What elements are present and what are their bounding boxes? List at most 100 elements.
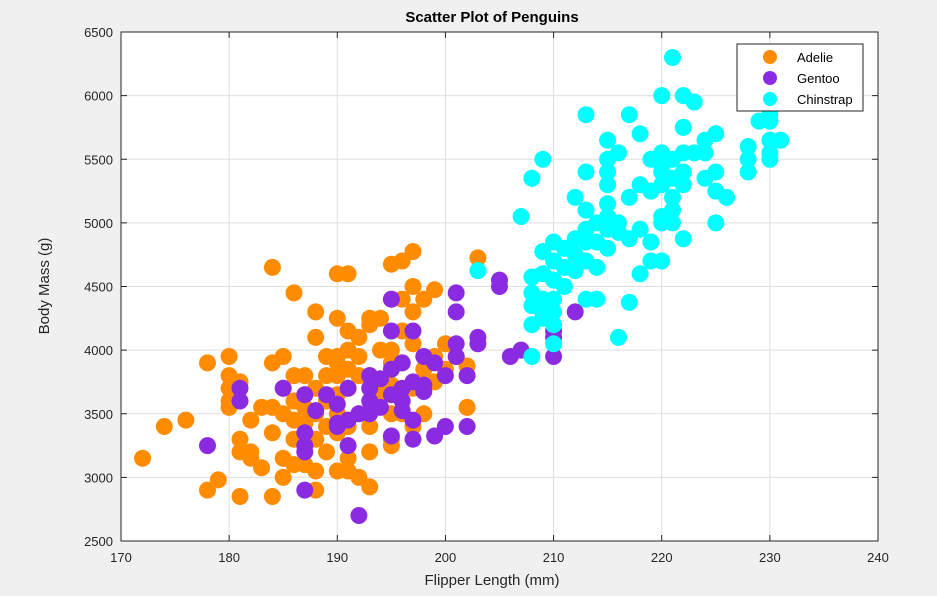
data-point-chinstrap <box>653 87 671 105</box>
legend-marker-chinstrap <box>763 92 777 106</box>
data-point-adelie <box>263 258 281 276</box>
data-point-adelie <box>404 335 422 353</box>
data-point-adelie <box>220 348 238 365</box>
data-point-chinstrap <box>664 49 681 66</box>
data-point-adelie <box>328 309 346 327</box>
data-point-adelie <box>350 348 368 365</box>
data-point-gentoo <box>382 290 400 308</box>
x-tick-label: 220 <box>651 550 673 565</box>
data-point-chinstrap <box>599 131 617 149</box>
legend-label-chinstrap: Chinstrap <box>797 92 853 107</box>
data-point-adelie <box>177 411 195 429</box>
data-point-chinstrap <box>588 290 606 308</box>
data-point-adelie <box>339 265 357 283</box>
data-point-adelie <box>209 471 227 489</box>
data-point-gentoo <box>566 303 584 321</box>
data-point-chinstrap <box>545 290 563 308</box>
data-point-adelie <box>199 481 216 499</box>
data-point-adelie <box>372 309 389 327</box>
legend: Adelie Gentoo Chinstrap <box>736 43 864 112</box>
data-point-chinstrap <box>761 150 779 168</box>
data-point-chinstrap <box>761 112 779 130</box>
data-point-gentoo <box>469 335 487 353</box>
data-point-gentoo <box>231 392 249 410</box>
data-point-gentoo <box>274 379 292 397</box>
data-point-adelie <box>361 418 379 435</box>
data-point-gentoo <box>307 402 325 420</box>
data-point-chinstrap <box>599 239 617 257</box>
data-point-gentoo <box>545 348 563 365</box>
y-tick-label: 6500 <box>84 25 113 40</box>
data-point-chinstrap <box>707 163 725 181</box>
y-tick-label: 2500 <box>84 534 113 549</box>
data-point-chinstrap <box>588 258 606 276</box>
data-point-chinstrap <box>664 188 681 206</box>
data-point-adelie <box>307 303 325 321</box>
data-point-chinstrap <box>674 176 692 194</box>
data-points <box>134 49 790 524</box>
data-point-chinstrap <box>674 230 692 248</box>
data-point-gentoo <box>404 411 422 429</box>
data-point-gentoo <box>372 398 389 416</box>
data-point-chinstrap <box>664 201 681 219</box>
data-point-adelie <box>296 367 314 385</box>
data-point-chinstrap <box>577 163 595 181</box>
data-point-gentoo <box>447 335 465 353</box>
series-chinstrap <box>469 49 790 365</box>
data-point-adelie <box>404 243 422 260</box>
data-point-adelie <box>231 488 249 505</box>
data-point-chinstrap <box>642 233 660 251</box>
x-tick-label: 180 <box>218 550 240 565</box>
data-point-adelie <box>404 278 422 295</box>
data-point-chinstrap <box>599 163 617 181</box>
data-point-adelie <box>253 459 271 477</box>
data-point-adelie <box>361 443 379 461</box>
data-point-adelie <box>199 354 216 372</box>
data-point-gentoo <box>393 354 411 372</box>
data-point-gentoo <box>458 367 476 385</box>
data-point-chinstrap <box>739 163 757 181</box>
y-tick-label: 3500 <box>84 407 113 422</box>
data-point-chinstrap <box>555 278 573 295</box>
y-tick-label: 5000 <box>84 216 113 231</box>
y-tick-label: 4000 <box>84 343 113 358</box>
legend-marker-adelie <box>763 50 777 64</box>
y-tick-label: 5500 <box>84 152 113 167</box>
axis-ticks: 170 180 190 200 210 220 230 240 2500 3000 3500 4000… <box>84 25 889 565</box>
data-point-chinstrap <box>545 303 563 321</box>
data-point-gentoo <box>350 507 368 524</box>
data-point-adelie <box>134 449 152 467</box>
data-point-chinstrap <box>545 335 563 353</box>
data-point-chinstrap <box>631 125 649 143</box>
data-point-chinstrap <box>512 208 530 225</box>
data-point-adelie <box>458 398 476 416</box>
data-point-chinstrap <box>674 118 692 136</box>
data-point-chinstrap <box>631 265 649 283</box>
data-point-chinstrap <box>620 293 638 311</box>
data-point-chinstrap <box>523 169 541 187</box>
data-point-gentoo <box>296 424 314 442</box>
data-point-adelie <box>350 328 368 346</box>
data-point-gentoo <box>339 379 357 397</box>
data-point-adelie <box>274 468 292 486</box>
x-tick-label: 240 <box>867 550 889 565</box>
data-point-adelie <box>361 478 379 496</box>
data-point-adelie <box>263 424 281 442</box>
data-point-gentoo <box>372 370 389 388</box>
data-point-gentoo <box>382 427 400 445</box>
data-point-gentoo <box>231 379 249 397</box>
data-point-gentoo <box>436 367 454 385</box>
chart-title: Scatter Plot of Penguins <box>405 9 578 26</box>
data-point-chinstrap <box>599 195 617 213</box>
x-tick-label: 190 <box>326 550 348 565</box>
data-point-gentoo <box>328 395 346 413</box>
data-point-gentoo <box>458 418 476 435</box>
legend-label-adelie: Adelie <box>797 50 833 65</box>
y-tick-label: 6000 <box>84 89 113 104</box>
legend-marker-gentoo <box>763 71 777 85</box>
data-point-gentoo <box>447 303 465 321</box>
x-tick-label: 200 <box>435 550 457 565</box>
legend-label-gentoo: Gentoo <box>797 71 840 86</box>
data-point-adelie <box>469 249 487 267</box>
